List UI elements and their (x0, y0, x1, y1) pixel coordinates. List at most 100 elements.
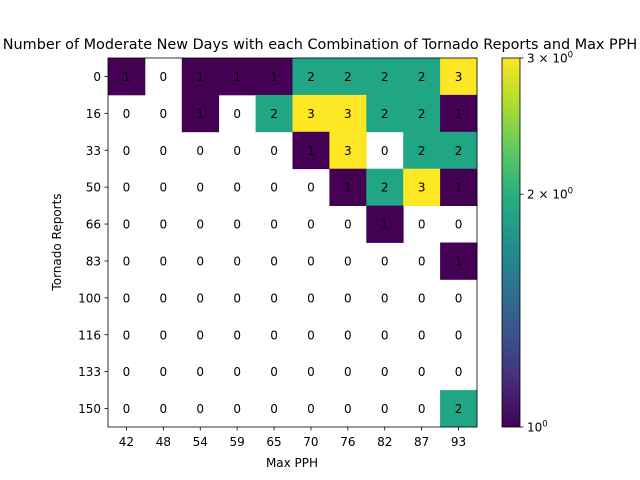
cell-value-label: 0 (123, 254, 131, 268)
cell-value-label: 0 (381, 291, 389, 305)
x-tick-label: 70 (303, 435, 318, 449)
x-tick-label: 82 (377, 435, 392, 449)
heatmap-cell (329, 58, 367, 96)
cell-value-label: 0 (344, 254, 352, 268)
heatmap-cell (366, 205, 404, 243)
cell-value-label: 0 (160, 144, 168, 158)
cell-value-label: 0 (270, 402, 278, 416)
heatmap-cell (366, 94, 404, 133)
cell-value-label: 0 (307, 365, 315, 379)
colorbar-tick-label: 100 (527, 420, 548, 435)
x-tick-label: 59 (230, 435, 245, 449)
cell-value-label: 0 (160, 365, 168, 379)
colorbar (501, 57, 521, 428)
y-axis-label: Tornado Reports (50, 193, 64, 291)
cell-value-label: 0 (455, 365, 463, 379)
heatmap-cell (403, 131, 441, 170)
heatmap-cell (329, 131, 367, 170)
x-tick-label: 76 (340, 435, 355, 449)
y-tick-label: 66 (86, 218, 101, 232)
cell-value-label: 0 (196, 181, 204, 195)
y-tick-label: 33 (86, 144, 101, 158)
cell-value-label: 0 (418, 402, 426, 416)
y-tick-label: 133 (78, 365, 101, 379)
y-tick-label: 100 (78, 291, 101, 305)
cell-value-label: 3 (418, 181, 426, 195)
cell-value-label: 2 (418, 107, 426, 121)
cell-value-label: 0 (455, 291, 463, 305)
cell-value-label: 0 (381, 254, 389, 268)
cell-value-label: 0 (270, 218, 278, 232)
y-tick-label: 16 (86, 107, 101, 121)
y-tick-label: 0 (93, 70, 101, 84)
cell-value-label: 0 (233, 328, 241, 342)
cell-value-label: 0 (160, 402, 168, 416)
y-tick-label: 83 (86, 254, 101, 268)
heatmap-cell (440, 242, 478, 280)
cell-value-label: 0 (196, 365, 204, 379)
heatmap-cell (292, 94, 330, 133)
cell-value-label: 0 (381, 365, 389, 379)
cell-value-label: 0 (270, 254, 278, 268)
cell-value-label: 0 (233, 107, 241, 121)
cell-value-label: 0 (196, 402, 204, 416)
cell-value-label: 0 (307, 291, 315, 305)
plot-frame (107, 57, 478, 428)
x-tick-label: 42 (119, 435, 134, 449)
cell-value-label: 0 (418, 291, 426, 305)
cell-value-label: 3 (455, 70, 463, 84)
x-tick-label: 87 (414, 435, 429, 449)
x-axis-label: Max PPH (266, 456, 318, 470)
y-tick-label: 50 (86, 181, 101, 195)
heatmap-cell (218, 58, 256, 96)
cell-value-label: 0 (344, 365, 352, 379)
cell-value-label: 1 (233, 70, 241, 84)
cell-value-label: 0 (307, 328, 315, 342)
cell-value-label: 0 (233, 144, 241, 158)
cell-value-label: 2 (455, 144, 463, 158)
heatmap-cell (329, 168, 367, 206)
cell-value-label: 0 (160, 107, 168, 121)
heatmap-cell (292, 58, 330, 96)
cell-value-label: 0 (123, 218, 131, 232)
heatmap-cell (440, 131, 478, 170)
cell-value-label: 0 (123, 181, 131, 195)
cell-value-label: 0 (196, 144, 204, 158)
heatmap-cell (255, 94, 293, 133)
cell-value-label: 0 (123, 107, 131, 121)
cell-value-label: 3 (344, 107, 352, 121)
heatmap-cell (181, 94, 220, 133)
cell-value-label: 3 (307, 107, 315, 121)
cell-value-label: 0 (307, 181, 315, 195)
cell-value-label: 1 (381, 218, 389, 232)
cell-value-label: 0 (233, 402, 241, 416)
cell-value-label: 0 (233, 365, 241, 379)
y-tick-label: 150 (78, 402, 101, 416)
cell-value-label: 0 (307, 402, 315, 416)
heatmap-cell (440, 58, 478, 96)
cell-value-label: 0 (233, 291, 241, 305)
cell-value-label: 1 (123, 70, 131, 84)
heatmap-cell (255, 58, 293, 96)
cell-value-label: 0 (455, 328, 463, 342)
heatmap-cell (403, 94, 441, 133)
cell-value-label: 0 (196, 328, 204, 342)
cell-value-label: 0 (307, 254, 315, 268)
chart-title: Number of Moderate New Days with each Co… (3, 37, 637, 53)
cell-value-label: 0 (270, 291, 278, 305)
cell-value-label: 0 (160, 328, 168, 342)
colorbar-ticks: 100 2 × 100 3 × 100 (520, 51, 573, 435)
colorbar-tick-label: 2 × 100 (527, 187, 573, 202)
cell-value-label: 2 (307, 70, 315, 84)
cell-value-label: 0 (418, 218, 426, 232)
cell-value-label: 0 (344, 402, 352, 416)
cell-value-label: 0 (270, 181, 278, 195)
cell-value-label: 1 (455, 254, 463, 268)
heatmap-cell (366, 58, 404, 96)
cell-value-label: 2 (381, 70, 389, 84)
colorbar-tick-label: 3 × 100 (527, 51, 573, 66)
cell-value-label: 0 (160, 218, 168, 232)
cell-value-label: 2 (418, 144, 426, 158)
cell-value-label: 0 (196, 218, 204, 232)
x-tick-label: 65 (266, 435, 281, 449)
